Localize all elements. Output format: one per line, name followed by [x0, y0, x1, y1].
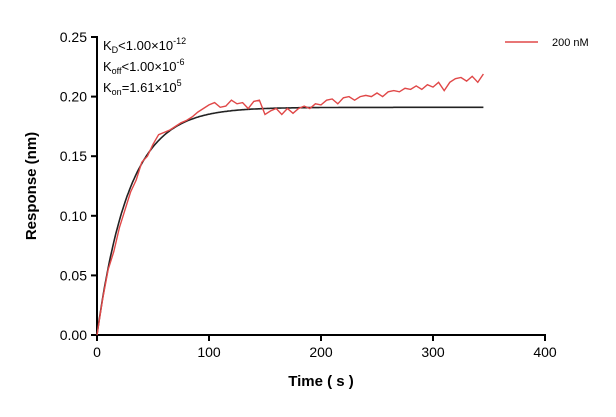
y-tick-label: 0.10 — [60, 208, 87, 224]
kinetic-constant-label: Koff<1.00×10-6 — [103, 57, 184, 76]
legend-label: 200 nM — [552, 37, 589, 49]
kinetic-constant-label: Kon=1.61×105 — [103, 78, 182, 97]
x-tick-label: 300 — [421, 344, 445, 360]
y-tick-label: 0.20 — [60, 89, 87, 105]
x-tick-label: 0 — [93, 344, 101, 360]
y-tick-label: 0.25 — [60, 29, 87, 45]
y-tick-label: 0.05 — [60, 267, 87, 283]
x-tick-label: 100 — [197, 344, 221, 360]
y-axis-label: Response (nm) — [23, 132, 40, 240]
y-tick-label: 0.15 — [60, 148, 87, 164]
fit-curve — [96, 106, 484, 336]
series-line-200nM — [96, 73, 484, 336]
x-axis-label: Time ( s ) — [288, 373, 354, 390]
x-tick-label: 200 — [309, 344, 333, 360]
kinetic-constants: KD<1.00×10-12 Koff<1.00×10-6 Kon=1.61×105 — [103, 36, 186, 97]
legend: 200 nM — [505, 37, 589, 49]
y-tick-label: 0.00 — [60, 327, 87, 343]
kinetic-constant-label: KD<1.00×10-12 — [103, 36, 186, 55]
x-tick-label: 400 — [533, 344, 557, 360]
